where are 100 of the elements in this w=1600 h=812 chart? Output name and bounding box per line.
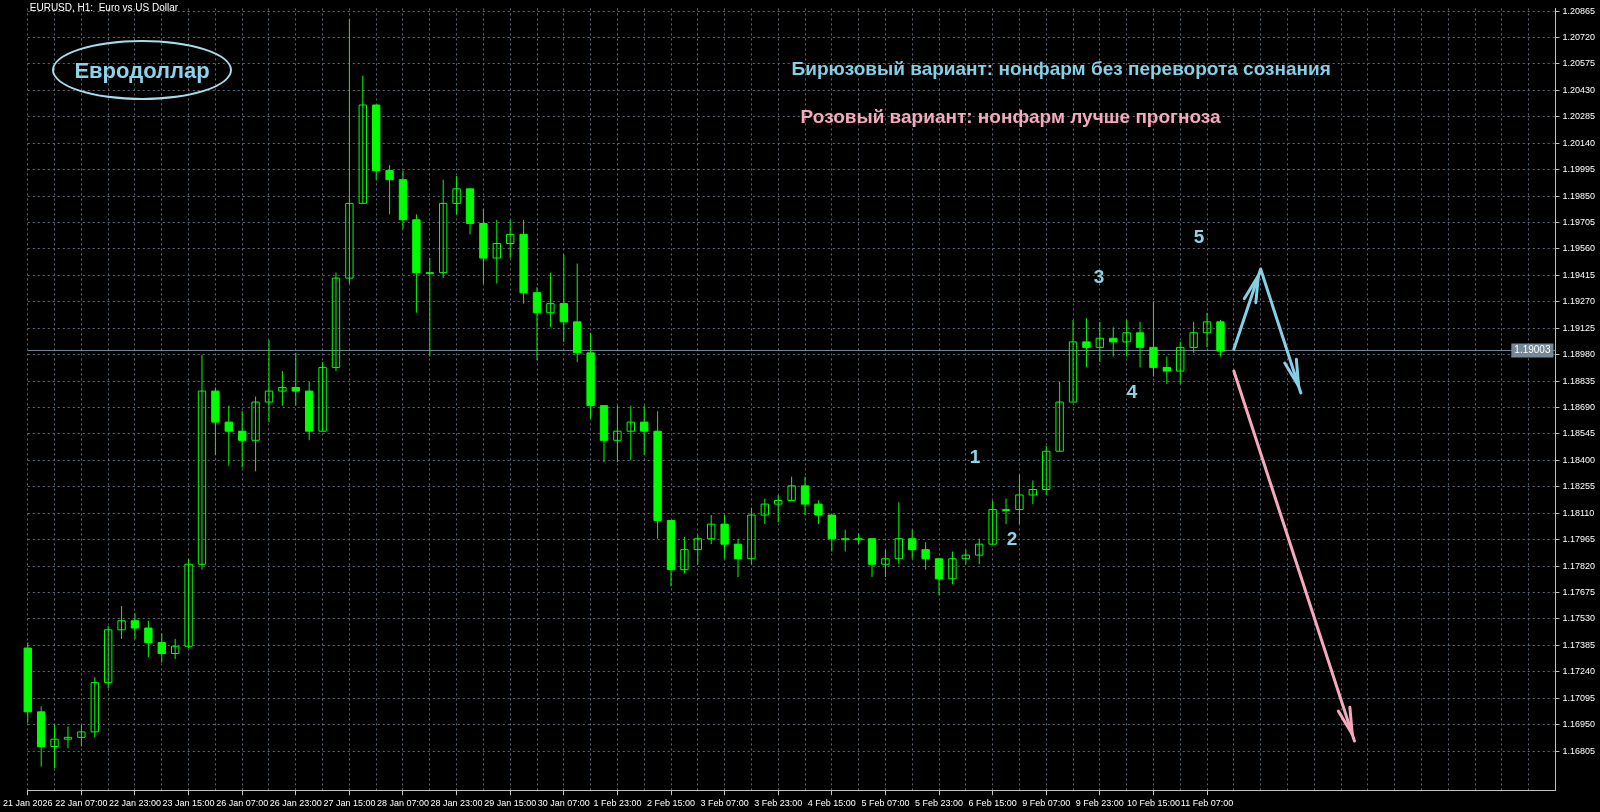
- candlestick: [747, 507, 756, 565]
- y-tick-label: 1.19705: [1562, 217, 1596, 228]
- candlestick: [318, 361, 327, 432]
- candlestick: [264, 339, 274, 423]
- x-tick-label: 27 Jan 15:00: [323, 798, 376, 809]
- candlestick: [707, 514, 716, 545]
- candlestick: [1082, 317, 1091, 368]
- x-tick-label: 22 Jan 07:00: [55, 798, 108, 809]
- candlestick: [1028, 479, 1038, 505]
- x-tick-label: 26 Jan 23:00: [269, 798, 322, 809]
- candlestick: [331, 272, 341, 372]
- candlestick: [197, 354, 207, 571]
- candlestick: [546, 272, 555, 328]
- x-tick-label: 22 Jan 23:00: [108, 798, 161, 809]
- annotation: 1: [969, 446, 981, 468]
- x-tick-label: 29 Jan 15:00: [484, 798, 537, 809]
- y-tick-label: 1.17240: [1562, 666, 1596, 677]
- y-tick-label: 1.20140: [1562, 137, 1596, 148]
- x-tick-label: 5 Feb 07:00: [861, 798, 910, 809]
- candlestick: [613, 405, 622, 463]
- y-tick-label: 1.17820: [1562, 560, 1596, 571]
- candlestick: [452, 175, 461, 215]
- x-tick-label: 2 Feb 15:00: [646, 798, 696, 809]
- y-tick-label: 1.19850: [1562, 190, 1596, 201]
- candlestick: [50, 724, 59, 769]
- y-tick-label: 1.17095: [1562, 692, 1596, 703]
- x-tick-label: 30 Jan 07:00: [537, 798, 590, 809]
- candlestick: [1189, 321, 1198, 354]
- candlestick: [1176, 341, 1185, 385]
- y-tick-label: 1.18690: [1562, 401, 1596, 412]
- candlestick: [894, 501, 904, 565]
- candlestick: [988, 499, 997, 545]
- candlestick: [975, 538, 984, 565]
- annotation: Евродоллар: [74, 58, 210, 84]
- candlestick: [184, 558, 193, 649]
- candlestick: [1015, 474, 1024, 525]
- y-tick-label: 1.18980: [1562, 349, 1596, 360]
- y-tick-label: 1.17530: [1562, 613, 1596, 624]
- y-tick-label: 1.19125: [1562, 322, 1596, 333]
- y-tick-label: 1.18110: [1562, 507, 1595, 518]
- candlestick: [774, 494, 783, 523]
- x-tick-label: 23 Jan 15:00: [162, 798, 215, 809]
- x-tick-label: 9 Feb 23:00: [1075, 798, 1124, 809]
- annotation: 5: [1193, 226, 1205, 248]
- annotation: 4: [1126, 381, 1138, 403]
- y-tick-label: 1.20720: [1562, 32, 1596, 43]
- y-tick-label: 1.16805: [1562, 745, 1596, 756]
- candlestick: [948, 550, 957, 585]
- candlestick: [626, 405, 635, 461]
- x-tick-label: 9 Feb 07:00: [1022, 798, 1071, 809]
- x-tick-label: 21 Jan 2026: [3, 798, 53, 809]
- candlestick: [1042, 445, 1051, 496]
- candlestick: [1068, 319, 1078, 403]
- candlestick: [506, 219, 515, 259]
- candlestick: [787, 476, 796, 501]
- chart-title: EURUSD, H1: Euro vs US Dollar: [29, 1, 179, 13]
- candlestick: [492, 219, 501, 285]
- candlestick: [881, 549, 890, 578]
- x-tick-label: 3 Feb 07:00: [700, 798, 749, 809]
- x-tick-label: 28 Jan 23:00: [430, 798, 483, 809]
- x-tick-label: 26 Jan 07:00: [216, 798, 269, 809]
- candlestick: [171, 638, 180, 660]
- x-tick-label: 3 Feb 23:00: [754, 798, 803, 809]
- y-tick-label: 1.19560: [1562, 243, 1596, 254]
- candlestick: [77, 724, 86, 747]
- annotation: 2: [1006, 528, 1018, 550]
- x-tick-label: 1 Feb 23:00: [593, 798, 642, 809]
- y-tick-label: 1.18835: [1562, 375, 1596, 386]
- candlestick: [439, 179, 448, 279]
- candlestick: [680, 536, 689, 574]
- candlestick: [117, 605, 126, 640]
- annotation: 3: [1093, 266, 1105, 288]
- x-tick-label: 28 Jan 07:00: [376, 798, 430, 809]
- x-tick-label: 11 Feb 07:00: [1180, 798, 1234, 809]
- y-tick-label: 1.20285: [1562, 111, 1596, 122]
- x-tick-label: 10 Feb 15:00: [1126, 798, 1180, 809]
- y-tick-label: 1.17385: [1562, 639, 1596, 650]
- candlestick: [1202, 312, 1212, 348]
- candlestick: [103, 625, 113, 689]
- y-tick-label: 1.16950: [1562, 719, 1596, 730]
- candlestick: [358, 75, 367, 204]
- x-tick-label: 6 Feb 15:00: [968, 798, 1017, 809]
- y-tick-label: 1.20865: [1562, 5, 1596, 16]
- y-tick-label: 1.17965: [1562, 534, 1596, 545]
- candlestick: [841, 529, 850, 552]
- y-tick-label: 1.18400: [1562, 454, 1596, 465]
- candlestick: [693, 534, 702, 565]
- candlestick: [1055, 381, 1064, 452]
- candlestick: [90, 676, 99, 738]
- ref-line-label: 1.19003: [1514, 344, 1551, 356]
- candlestick: [1095, 321, 1105, 363]
- candlestick: [278, 370, 287, 407]
- candlestick: [63, 725, 73, 749]
- y-tick-label: 1.20575: [1562, 58, 1596, 69]
- y-tick-label: 1.19995: [1562, 164, 1596, 175]
- text: Розовый вариант: нонфарм лучше прогноза: [800, 106, 1222, 128]
- text: Бирюзовый вариант: нонфарм без переворота сознания: [791, 58, 1331, 80]
- y-tick-label: 1.18545: [1562, 428, 1596, 439]
- candlestick: [1001, 498, 1011, 525]
- x-tick-label: 5 Feb 23:00: [915, 798, 964, 809]
